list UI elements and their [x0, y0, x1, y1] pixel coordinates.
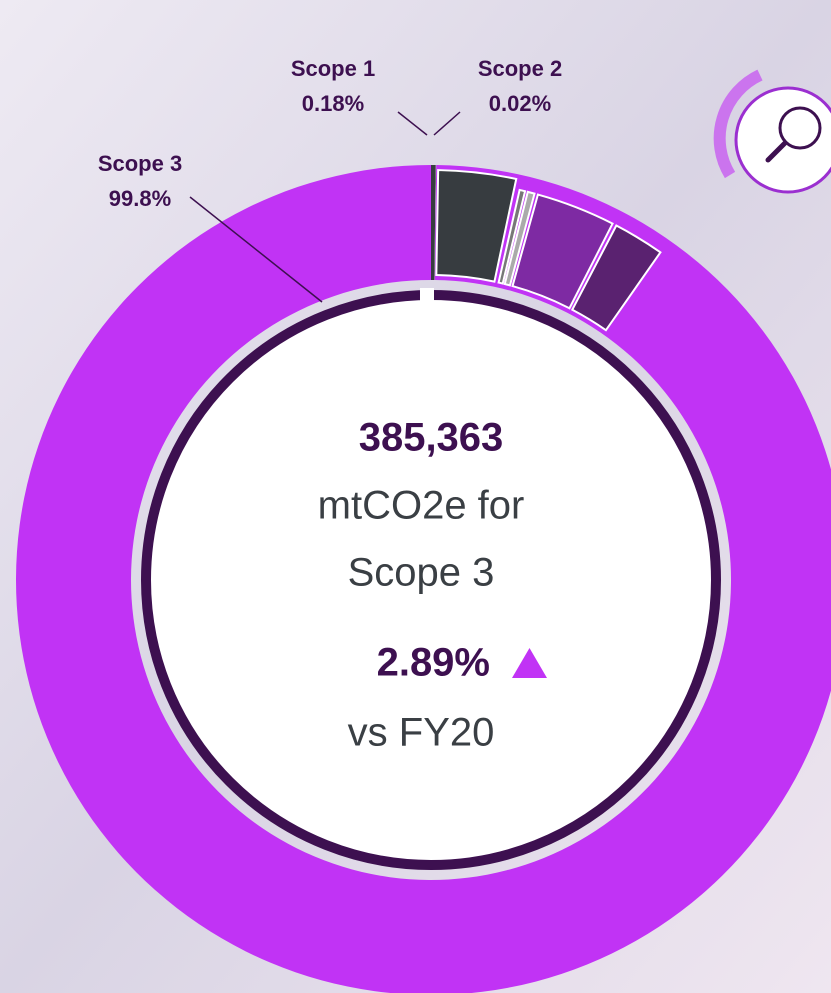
slice-value: 99.8% — [109, 186, 171, 211]
comparison: vs FY20 — [348, 711, 495, 755]
center-label: Scope 3 — [348, 551, 495, 595]
slice-name: Scope 3 — [98, 151, 182, 176]
slice-value: 0.02% — [489, 91, 551, 116]
change: 2.89% — [377, 641, 490, 685]
center-value: 385,363 — [359, 416, 504, 460]
slice-value: 0.18% — [302, 91, 364, 116]
slice-name: Scope 1 — [291, 56, 375, 81]
center-label: mtCO2e for — [318, 484, 525, 528]
notch — [420, 288, 434, 312]
slice-name: Scope 2 — [478, 56, 562, 81]
chart: 385,363 mtCO2e for Scope 3 2.89% vs FY20… — [0, 0, 831, 993]
